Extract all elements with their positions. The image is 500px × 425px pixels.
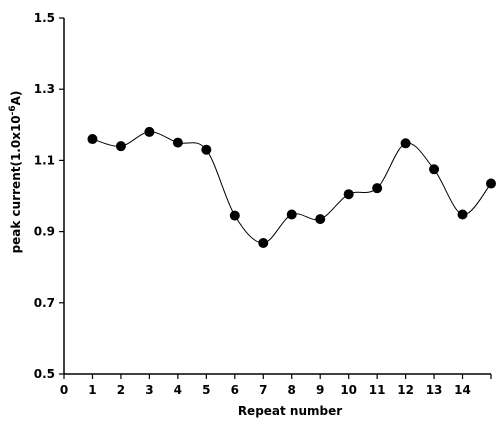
x-tick-label: 14 — [454, 383, 471, 397]
x-tick-label: 7 — [259, 383, 267, 397]
data-point — [286, 209, 297, 220]
axes — [59, 17, 492, 379]
x-tick-label: 5 — [202, 383, 210, 397]
data-point — [87, 134, 98, 145]
x-tick-label: 13 — [426, 383, 443, 397]
y-tick-label: 0.5 — [34, 367, 55, 381]
y-tick-label: 1.3 — [34, 82, 55, 96]
x-tick-label: 3 — [145, 383, 153, 397]
data-points — [87, 126, 496, 248]
data-point — [229, 210, 240, 221]
data-point — [172, 137, 183, 148]
data-point — [343, 189, 354, 200]
series-line — [92, 131, 492, 244]
x-tick-label: 9 — [316, 383, 324, 397]
x-tick-label: 12 — [397, 383, 414, 397]
y-axis-title-unit: A) — [9, 91, 23, 106]
x-tick-label: 1 — [88, 383, 96, 397]
data-point — [115, 141, 126, 152]
data-point — [201, 144, 212, 155]
x-tick-label: 10 — [340, 383, 357, 397]
x-tick-label: 2 — [117, 383, 125, 397]
y-axis-title: peak current(1.0x10-6A) — [8, 91, 23, 254]
y-tick-labels: 0.5 0.7 0.9 1.1 1.3 1.5 — [34, 11, 55, 381]
x-tick-label: 11 — [369, 383, 386, 397]
data-point — [400, 138, 411, 149]
data-point — [486, 178, 496, 189]
y-tick-label: 1.1 — [34, 153, 55, 167]
x-tick-label: 0 — [60, 383, 68, 397]
y-tick-label: 0.9 — [34, 225, 55, 239]
data-point — [457, 209, 468, 220]
data-point — [258, 237, 269, 248]
x-axis-title: Repeat number — [238, 404, 342, 418]
data-point — [144, 126, 155, 137]
x-tick-label: 4 — [174, 383, 182, 397]
x-tick-labels: 0 1 2 3 4 5 6 7 8 9 10 11 12 13 14 — [60, 383, 471, 397]
x-tick-label: 8 — [288, 383, 296, 397]
y-axis-title-exponent: -6 — [8, 105, 18, 115]
y-tick-label: 0.7 — [34, 296, 55, 310]
data-point — [429, 164, 440, 175]
data-point — [315, 214, 326, 225]
data-point — [372, 183, 383, 194]
x-tick-label: 6 — [231, 383, 239, 397]
y-axis-title-main: peak current(1.0x10 — [9, 115, 23, 253]
y-tick-label: 1.5 — [34, 11, 55, 25]
